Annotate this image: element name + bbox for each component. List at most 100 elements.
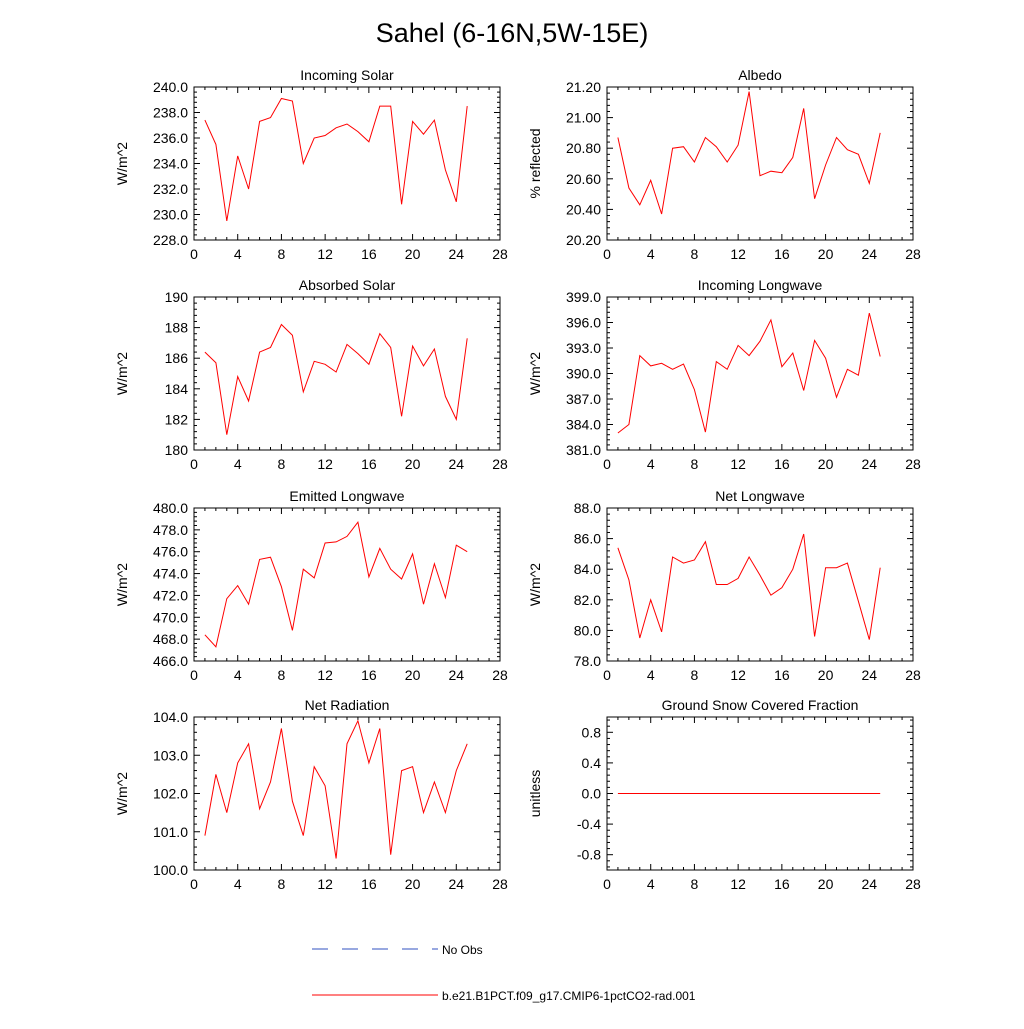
y-tick-label: 21.00 [566,110,601,126]
y-axis-label: W/m^2 [527,352,543,395]
figure-title: Sahel (6-16N,5W-15E) [376,18,649,48]
x-tick-label: 12 [317,876,333,892]
x-tick-label: 8 [278,667,286,683]
x-tick-label: 12 [730,876,746,892]
panel-title: Incoming Solar [300,67,394,83]
x-tick-label: 0 [190,246,198,262]
y-tick-label: 0.0 [582,786,602,802]
y-tick-label: 230.0 [153,207,188,223]
y-tick-label: 103.0 [153,747,188,763]
y-tick-label: 384.0 [566,417,601,433]
x-tick-label: 28 [492,667,508,683]
x-tick-label: 4 [234,246,242,262]
y-axis-label: W/m^2 [114,563,130,606]
x-tick-label: 24 [448,456,464,472]
y-tick-label: 474.0 [153,566,188,582]
x-tick-label: 20 [405,876,421,892]
y-tick-label: 387.0 [566,391,601,407]
x-tick-label: 8 [691,246,699,262]
x-tick-label: 28 [905,456,921,472]
panel-5: Emitted Longwave W/m^2 0 4 8 12 16 20 24 28 466.0 4… [114,488,508,683]
x-tick-label: 20 [405,667,421,683]
panel-8: Ground Snow Covered Fraction unitless 0 4 8 1… [527,697,921,892]
y-tick-label: -0.8 [577,847,601,863]
panel-1: Incoming Solar W/m^2 0 4 8 12 16 20 24 28 228.0 230… [114,67,508,262]
panel-title: Incoming Longwave [698,277,823,293]
y-tick-label: 238.0 [153,105,188,121]
x-tick-label: 8 [278,456,286,472]
legend-no-obs-label: No Obs [442,943,483,957]
y-tick-label: 84.0 [574,561,601,577]
y-tick-label: 100.0 [153,862,188,878]
y-tick-label: 184 [165,381,189,397]
y-tick-label: 390.0 [566,366,601,382]
plot-frame [193,716,501,871]
y-axis-label: % reflected [527,128,543,198]
y-tick-label: 21.20 [566,79,601,95]
x-tick-label: 24 [861,456,877,472]
x-tick-label: 16 [361,246,377,262]
legend-model-label: b.e21.B1PCT.f09_g17.CMIP6-1pctCO2-rad.00… [442,989,696,1003]
series-line [204,97,468,221]
x-tick-label: 12 [317,246,333,262]
plot-frame [606,86,914,241]
x-tick-label: 12 [730,246,746,262]
plot-frame [193,296,501,451]
y-tick-label: 101.0 [153,824,188,840]
x-tick-label: 4 [647,876,655,892]
x-tick-label: 16 [774,246,790,262]
x-tick-label: 24 [861,246,877,262]
y-tick-label: 80.0 [574,622,601,638]
x-tick-label: 24 [448,667,464,683]
y-tick-label: 234.0 [153,156,188,172]
x-tick-label: 0 [190,456,198,472]
x-tick-label: 28 [492,456,508,472]
y-tick-label: 78.0 [574,653,601,669]
panel-7: Net Radiation W/m^2 0 4 8 12 16 20 24 28 100.0 101.… [114,697,508,892]
y-tick-label: 0.8 [582,724,602,740]
y-axis-label: W/m^2 [114,772,130,815]
y-tick-label: 228.0 [153,232,188,248]
y-tick-label: 20.40 [566,201,601,217]
y-tick-label: 20.20 [566,232,601,248]
x-tick-label: 4 [647,456,655,472]
x-tick-label: 8 [691,456,699,472]
panel-3: Absorbed Solar W/m^2 0 4 8 12 16 20 24 28 180 182 18… [114,277,508,472]
y-tick-label: 20.60 [566,171,601,187]
y-tick-label: 472.0 [153,587,188,603]
y-tick-label: -0.4 [577,816,601,832]
x-tick-label: 12 [317,667,333,683]
legend: No Obs b.e21.B1PCT.f09_g17.CMIP6-1pctCO2… [312,943,696,1003]
y-tick-label: 393.0 [566,340,601,356]
x-tick-label: 8 [691,667,699,683]
x-tick-label: 16 [774,456,790,472]
x-tick-label: 20 [405,456,421,472]
x-tick-label: 24 [861,876,877,892]
series-line [204,719,468,859]
x-tick-label: 8 [278,246,286,262]
y-tick-label: 236.0 [153,130,188,146]
x-tick-label: 0 [190,876,198,892]
x-tick-label: 16 [774,876,790,892]
y-tick-label: 104.0 [153,709,188,725]
y-tick-label: 182 [165,411,189,427]
panel-title: Net Radiation [305,697,390,713]
panel-4: Incoming Longwave W/m^2 0 4 8 12 16 20 24 28 381.0… [527,277,921,472]
plot-frame [193,507,501,662]
y-tick-label: 86.0 [574,531,601,547]
panel-title: Absorbed Solar [299,277,396,293]
series-line [617,91,881,215]
x-tick-label: 4 [234,667,242,683]
series-line [617,312,881,434]
x-tick-label: 28 [492,876,508,892]
x-tick-label: 16 [361,876,377,892]
y-tick-label: 82.0 [574,592,601,608]
x-tick-label: 4 [234,876,242,892]
x-tick-label: 8 [278,876,286,892]
y-tick-label: 186 [165,350,189,366]
x-tick-label: 28 [905,876,921,892]
x-tick-label: 0 [190,667,198,683]
x-tick-label: 12 [317,456,333,472]
plot-frame [606,296,914,451]
y-tick-label: 476.0 [153,544,188,560]
